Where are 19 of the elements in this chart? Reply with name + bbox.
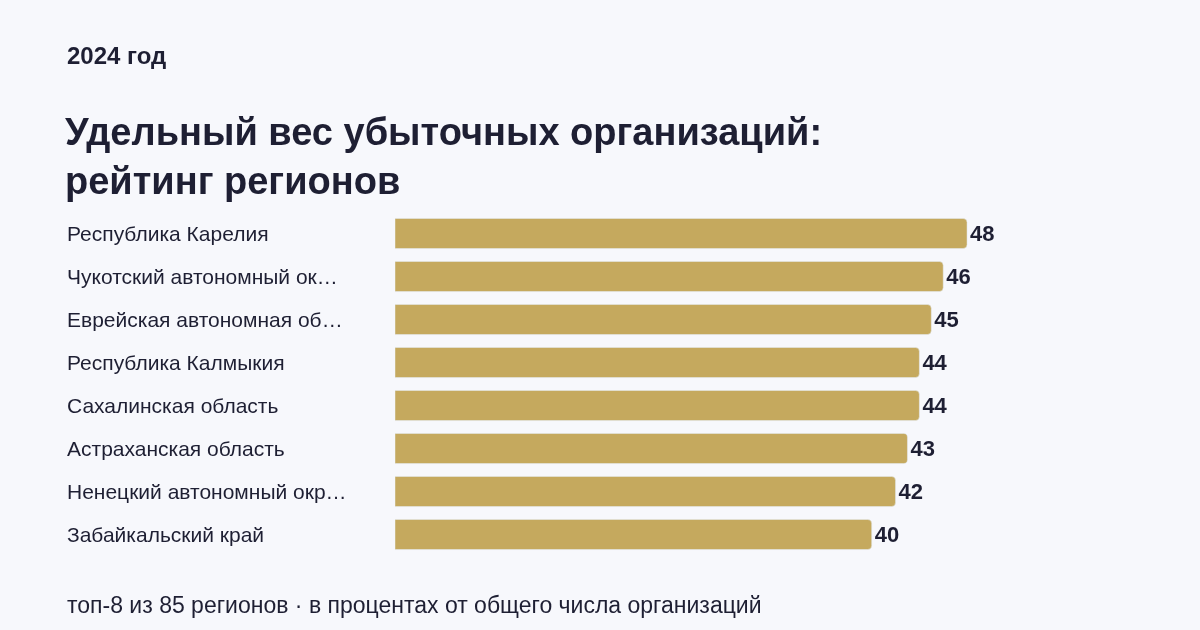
data-label: 44 (922, 350, 948, 375)
text: топ-8 из 85 регионов · в процентах от общего числа организаций (67, 592, 762, 618)
data-label: 40 (874, 522, 900, 547)
y-tick-label: Забайкальский край (67, 523, 265, 546)
y-tick-label: Республика Калмыкия (67, 351, 285, 374)
y-tick-label: Республика Карелия (67, 222, 269, 245)
data-label: 48 (970, 221, 995, 246)
data-label: 42 (898, 479, 924, 504)
y-tick-label: Чукотский автономный ок… (67, 265, 338, 288)
y-tick-label: Ненецкий автономный окр… (67, 480, 347, 503)
text: 2024 год (67, 42, 167, 69)
y-tick-label: Астраханская область (67, 437, 285, 460)
chart-title: Удельный вес убыточных организаций: рейтинг регионов (65, 111, 823, 203)
data-label: 45 (934, 307, 959, 332)
data-label: 46 (946, 264, 971, 289)
y-tick-label: Еврейская автономная об… (67, 308, 343, 331)
y-tick-label: Сахалинская область (67, 394, 279, 417)
data-label: 44 (922, 393, 948, 418)
data-label: 43 (910, 436, 935, 461)
